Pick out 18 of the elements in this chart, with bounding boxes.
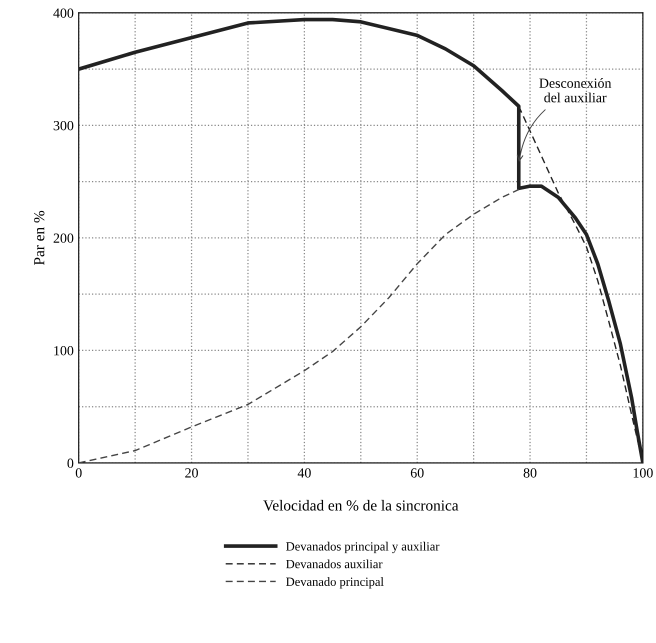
x-tick-label: 60 xyxy=(410,468,424,478)
y-tick-label: 400 xyxy=(53,8,74,18)
y-tick-label: 200 xyxy=(54,233,74,243)
legend-label: Devanados principal y auxiliar xyxy=(286,542,440,554)
line-series xyxy=(78,188,520,463)
x-tick-label: 20 xyxy=(185,468,198,478)
x-tick-label: 0 xyxy=(76,468,82,478)
legend-label: Devanados auxiliar xyxy=(286,560,382,568)
y-axis-title: Par en % xyxy=(34,210,44,266)
legend-label: Devanado principal xyxy=(286,577,384,588)
x-tick-label: 100 xyxy=(634,468,653,478)
x-tick-label: 40 xyxy=(298,468,311,478)
x-axis-title: Velocidad en % de la sincronica xyxy=(263,500,458,511)
y-tick-label: 300 xyxy=(54,120,74,130)
annotation: Desconexión del auxiliar xyxy=(539,78,612,102)
y-tick-label: 100 xyxy=(54,346,74,356)
x-tick-label: 80 xyxy=(524,468,536,478)
y-tick-label: 0 xyxy=(67,458,74,468)
